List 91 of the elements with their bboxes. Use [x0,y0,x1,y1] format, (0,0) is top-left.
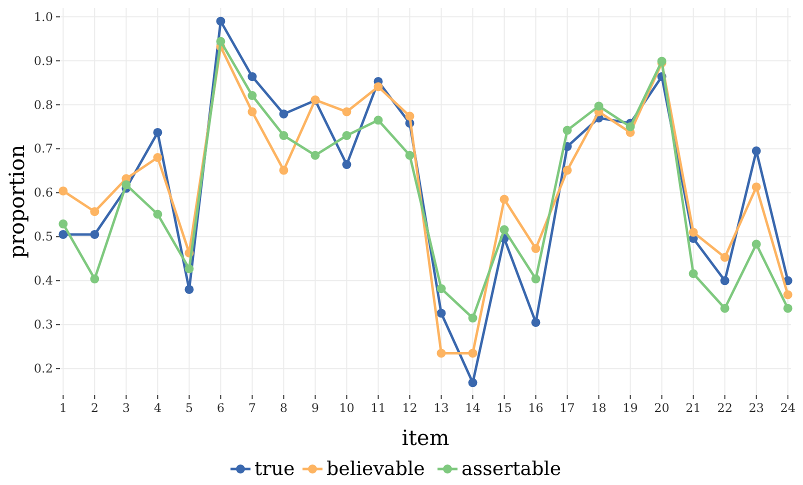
point [184,264,194,274]
legend-label: assertable [462,458,562,480]
y-tick-label: 1.0 [34,10,53,24]
x-tick-label: 6 [216,401,225,415]
point [90,207,100,216]
y-axis-title: proportion [5,144,29,258]
point [783,290,792,300]
y-tick-label: 0.4 [34,274,54,288]
point [783,304,792,313]
point [279,131,288,140]
point [468,378,478,388]
point [279,166,288,175]
x-tick-label: 23 [748,401,764,415]
point [626,122,635,132]
point [688,228,698,237]
point [153,210,162,219]
point [468,348,478,358]
point [720,304,730,313]
x-tick-label: 4 [154,401,162,415]
x-tick-label: 7 [248,401,256,415]
point [58,219,68,228]
point [500,225,509,234]
x-axis-title: item [402,426,450,450]
point [752,182,761,192]
x-tick-label: 22 [717,401,732,415]
point [216,36,226,46]
point [153,153,162,162]
x-tick-label: 14 [465,401,481,415]
point [468,314,478,323]
x-tick-label: 5 [185,401,194,415]
point [90,274,100,284]
point [90,230,100,239]
x-tick-label: 24 [780,401,796,415]
point [248,107,257,116]
y-tick-label: 0.5 [34,230,53,244]
y-tick-label: 0.3 [34,318,53,332]
point [436,308,446,318]
point [500,194,509,204]
point [562,126,572,135]
legend-label: believable [326,458,425,480]
x-tick-label: 20 [654,401,670,415]
x-tick-label: 1 [59,401,67,415]
y-tick-label: 0.2 [34,362,53,376]
point [153,128,162,137]
point [594,102,604,111]
point [122,180,131,190]
x-tick-label: 12 [402,401,418,415]
x-tick-label: 19 [622,401,638,415]
point [374,82,383,92]
x-tick-label: 9 [311,401,320,415]
x-tick-label: 15 [496,401,512,415]
x-tick-label: 16 [528,401,544,415]
point [248,91,257,100]
x-tick-label: 2 [90,401,98,415]
point [248,72,257,82]
point [562,166,572,175]
point [374,116,383,125]
y-tick-label: 0.7 [34,142,53,156]
point [58,186,68,196]
point [342,160,352,170]
point [342,131,352,140]
point [216,16,226,26]
x-tick-label: 10 [339,401,354,415]
point [720,252,730,262]
point [752,240,761,249]
y-tick-label: 0.9 [34,54,53,68]
point [720,276,730,286]
point [752,146,761,156]
point [342,107,352,116]
y-tick-label: 0.6 [34,186,53,200]
legend-label: true [254,458,295,480]
point [310,150,320,160]
point [58,230,68,239]
y-tick-label: 0.8 [34,98,53,112]
point [688,269,698,278]
x-tick-label: 8 [280,401,288,415]
x-tick-label: 21 [686,401,701,415]
x-tick-label: 17 [560,401,575,415]
point [405,112,414,121]
x-tick-label: 3 [122,401,130,415]
point [531,274,540,284]
point [405,150,414,160]
x-tick-label: 18 [591,401,606,415]
point [531,244,540,254]
x-tick-label: 13 [434,401,449,415]
point [184,284,194,294]
point [531,318,540,327]
point [436,284,446,294]
point [279,109,288,118]
point [436,348,446,358]
x-tick-label: 11 [370,401,386,415]
